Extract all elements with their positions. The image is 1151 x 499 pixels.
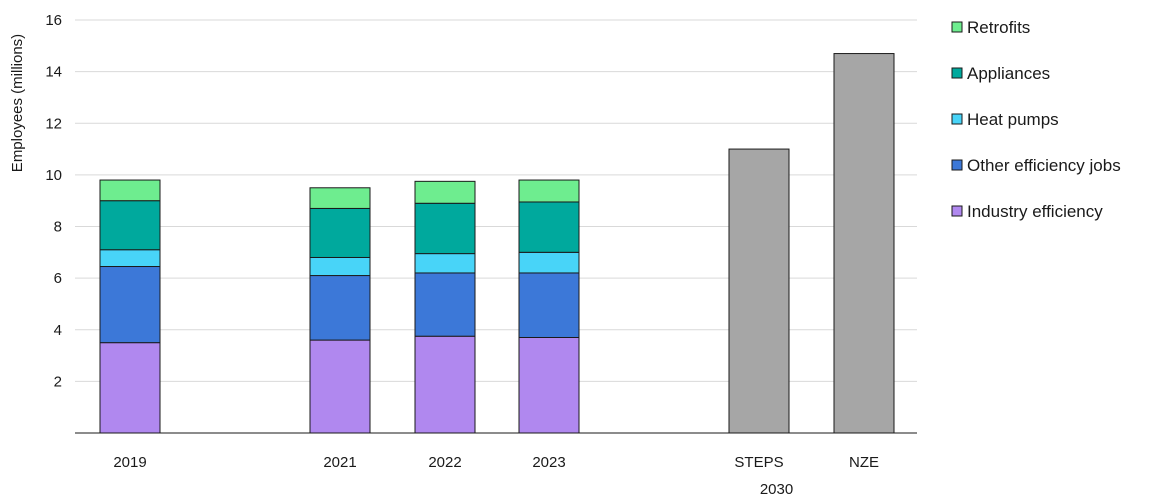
y-tick-label-14: 14 [45, 64, 62, 81]
legend-label-retrofits: Retrofits [967, 18, 1030, 37]
x-tick-label-steps: STEPS [734, 454, 783, 471]
legend: Retrofits Appliances Heat pumps Other effic… [951, 18, 1121, 221]
bar-heat-pumps-2022 [414, 253, 476, 274]
bar-appliances-2023 [518, 201, 580, 253]
gridlines [75, 19, 917, 382]
x-tick-labels: 2019 2021 2022 2023 STEPS NZE [113, 454, 879, 471]
legend-label-heat-pumps: Heat pumps [967, 110, 1059, 129]
y-tick-label-10: 10 [45, 167, 62, 184]
bar-other-efficiency-jobs-2019 [99, 266, 161, 344]
x-tick-label-2021: 2021 [323, 454, 356, 471]
bar-heat-pumps-2023 [518, 251, 580, 274]
y-tick-label-4: 4 [54, 322, 62, 339]
y-tick-label-6: 6 [54, 270, 62, 287]
legend-label-industry-efficiency: Industry efficiency [967, 202, 1103, 221]
bar-appliances-2022 [414, 202, 476, 255]
bar-industry-efficiency-2021 [309, 339, 371, 434]
y-axis-title: Employees (millions) [9, 34, 26, 172]
x-group-label: 2030 [760, 481, 793, 498]
bar-total-steps [728, 148, 790, 434]
bar-appliances-2019 [99, 200, 161, 251]
y-tick-label-12: 12 [45, 115, 62, 132]
x-tick-label-2022: 2022 [428, 454, 461, 471]
bar-heat-pumps-2021 [309, 256, 371, 277]
legend-swatch-appliances [951, 67, 963, 79]
y-tick-label-16: 16 [45, 12, 62, 29]
y-tick-label-2: 2 [54, 373, 62, 390]
bar-retrofits-2022 [414, 180, 476, 204]
x-tick-label-nze: NZE [849, 454, 879, 471]
bar-industry-efficiency-2022 [414, 335, 476, 434]
legend-swatch-retrofits [951, 21, 963, 33]
bar-industry-efficiency-2019 [99, 342, 161, 434]
legend-swatch-industry-efficiency [951, 205, 963, 217]
bar-heat-pumps-2019 [99, 249, 161, 268]
bar-other-efficiency-jobs-2022 [414, 272, 476, 337]
bar-other-efficiency-jobs-2023 [518, 272, 580, 338]
legend-label-other-efficiency-jobs: Other efficiency jobs [967, 156, 1121, 175]
x-tick-label-2019: 2019 [113, 454, 146, 471]
bars [99, 53, 895, 434]
bar-industry-efficiency-2023 [518, 336, 580, 434]
y-tick-labels: 2 4 6 8 10 12 14 16 [45, 12, 62, 390]
legend-swatch-other-efficiency-jobs [951, 159, 963, 171]
legend-label-appliances: Appliances [967, 64, 1050, 83]
bar-retrofits-2021 [309, 187, 371, 209]
y-tick-label-8: 8 [54, 219, 62, 236]
bar-total-nze [833, 53, 895, 434]
bar-retrofits-2023 [518, 179, 580, 203]
bar-appliances-2021 [309, 207, 371, 258]
bar-retrofits-2019 [99, 179, 161, 202]
x-tick-label-2023: 2023 [532, 454, 565, 471]
bar-other-efficiency-jobs-2021 [309, 275, 371, 341]
legend-swatch-heat-pumps [951, 113, 963, 125]
